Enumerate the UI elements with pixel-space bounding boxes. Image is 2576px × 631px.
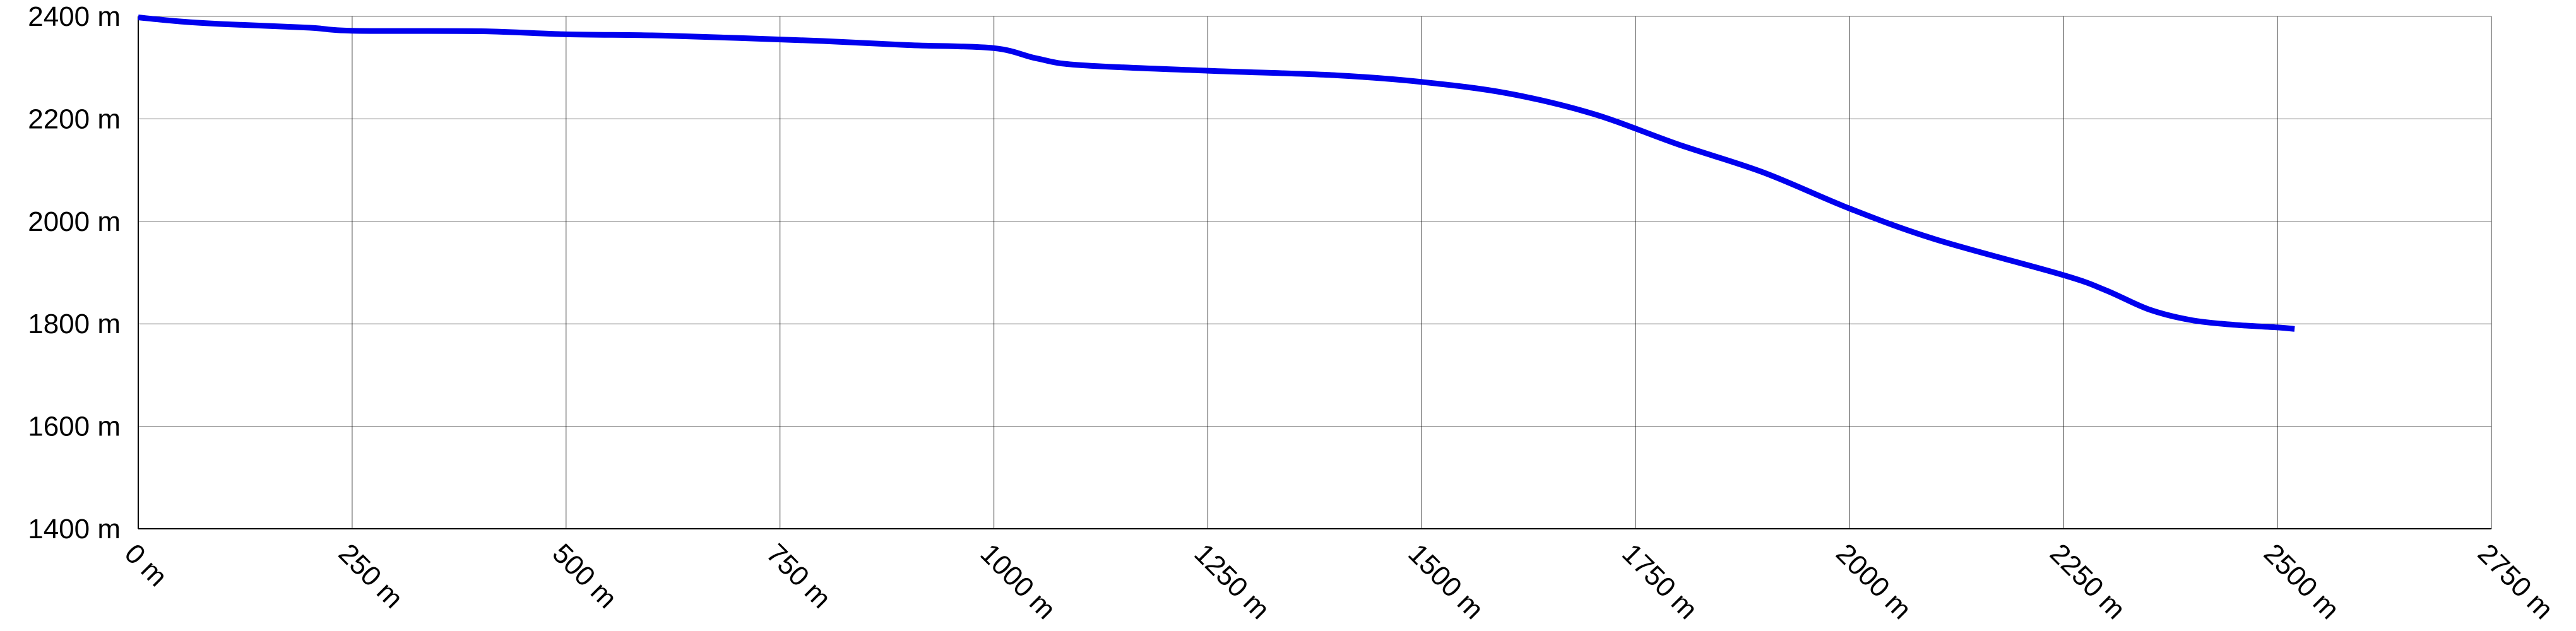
x-tick-label: 750 m — [761, 538, 837, 614]
axes — [138, 16, 2491, 529]
x-tick-label: 1500 m — [1402, 538, 1489, 625]
y-tick-label: 1800 m — [28, 309, 121, 339]
elevation-series-line — [138, 15, 2295, 332]
x-tick-label: 500 m — [547, 538, 623, 614]
series-layer — [138, 15, 2295, 332]
y-tick-label: 2000 m — [28, 206, 121, 237]
x-tick-label: 2250 m — [2044, 538, 2131, 625]
x-tick-label: 2000 m — [1830, 538, 1917, 625]
x-tick-label: 2750 m — [2472, 538, 2559, 625]
x-tick-label: 0 m — [119, 538, 174, 593]
y-tick-labels: 1400 m 1600 m 1800 m 2000 m 2200 m 2400 m — [28, 1, 121, 545]
y-tick-label: 2200 m — [28, 103, 121, 134]
x-tick-label: 1250 m — [1188, 538, 1275, 625]
y-tick-label: 1400 m — [28, 514, 121, 545]
x-tick-label: 1750 m — [1616, 538, 1703, 625]
y-tick-label: 1600 m — [28, 411, 121, 442]
y-tick-label: 2400 m — [28, 1, 121, 32]
x-tick-label: 1000 m — [975, 538, 1062, 625]
x-tick-label: 250 m — [333, 538, 409, 614]
grid — [138, 16, 2492, 529]
x-tick-label: 2500 m — [2258, 538, 2345, 625]
x-tick-labels: 0 m 250 m 500 m 750 m 1000 m 1250 m 1500 m 1750… — [119, 538, 2559, 625]
